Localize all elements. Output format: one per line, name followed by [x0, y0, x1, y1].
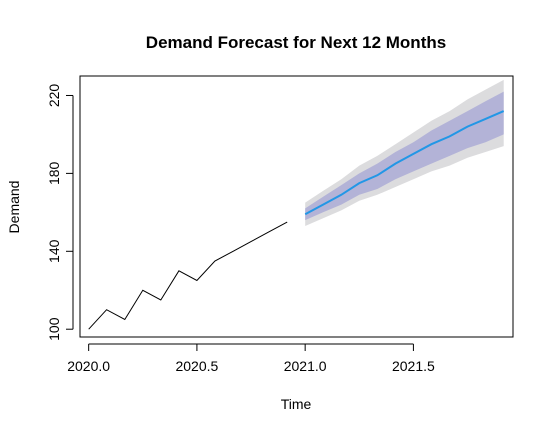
x-axis: 2020.0 2020.5 2021.0 2021.5	[67, 343, 435, 374]
series-layer	[88, 110, 505, 330]
x-axis-label: Time	[281, 396, 312, 412]
observed-line	[88, 221, 288, 330]
y-tick-label: 180	[46, 161, 62, 185]
y-axis: 100 140 180 220	[46, 84, 74, 341]
prediction-interval-80-layer	[305, 91, 504, 221]
x-tick-label: 2020.5	[175, 358, 218, 374]
x-tick-label: 2021.5	[392, 358, 435, 374]
forecast-line	[304, 110, 505, 216]
y-tick-label: 100	[46, 317, 62, 341]
plot-area-frame	[79, 75, 514, 338]
y-tick-label: 220	[46, 84, 62, 108]
prediction-interval-80-band	[305, 91, 504, 221]
chart-title: Demand Forecast for Next 12 Months	[146, 33, 446, 52]
y-axis-label: Demand	[6, 181, 22, 234]
x-tick-label: 2020.0	[67, 358, 110, 374]
x-tick-label: 2021.0	[284, 358, 327, 374]
y-tick-label: 140	[46, 239, 62, 263]
